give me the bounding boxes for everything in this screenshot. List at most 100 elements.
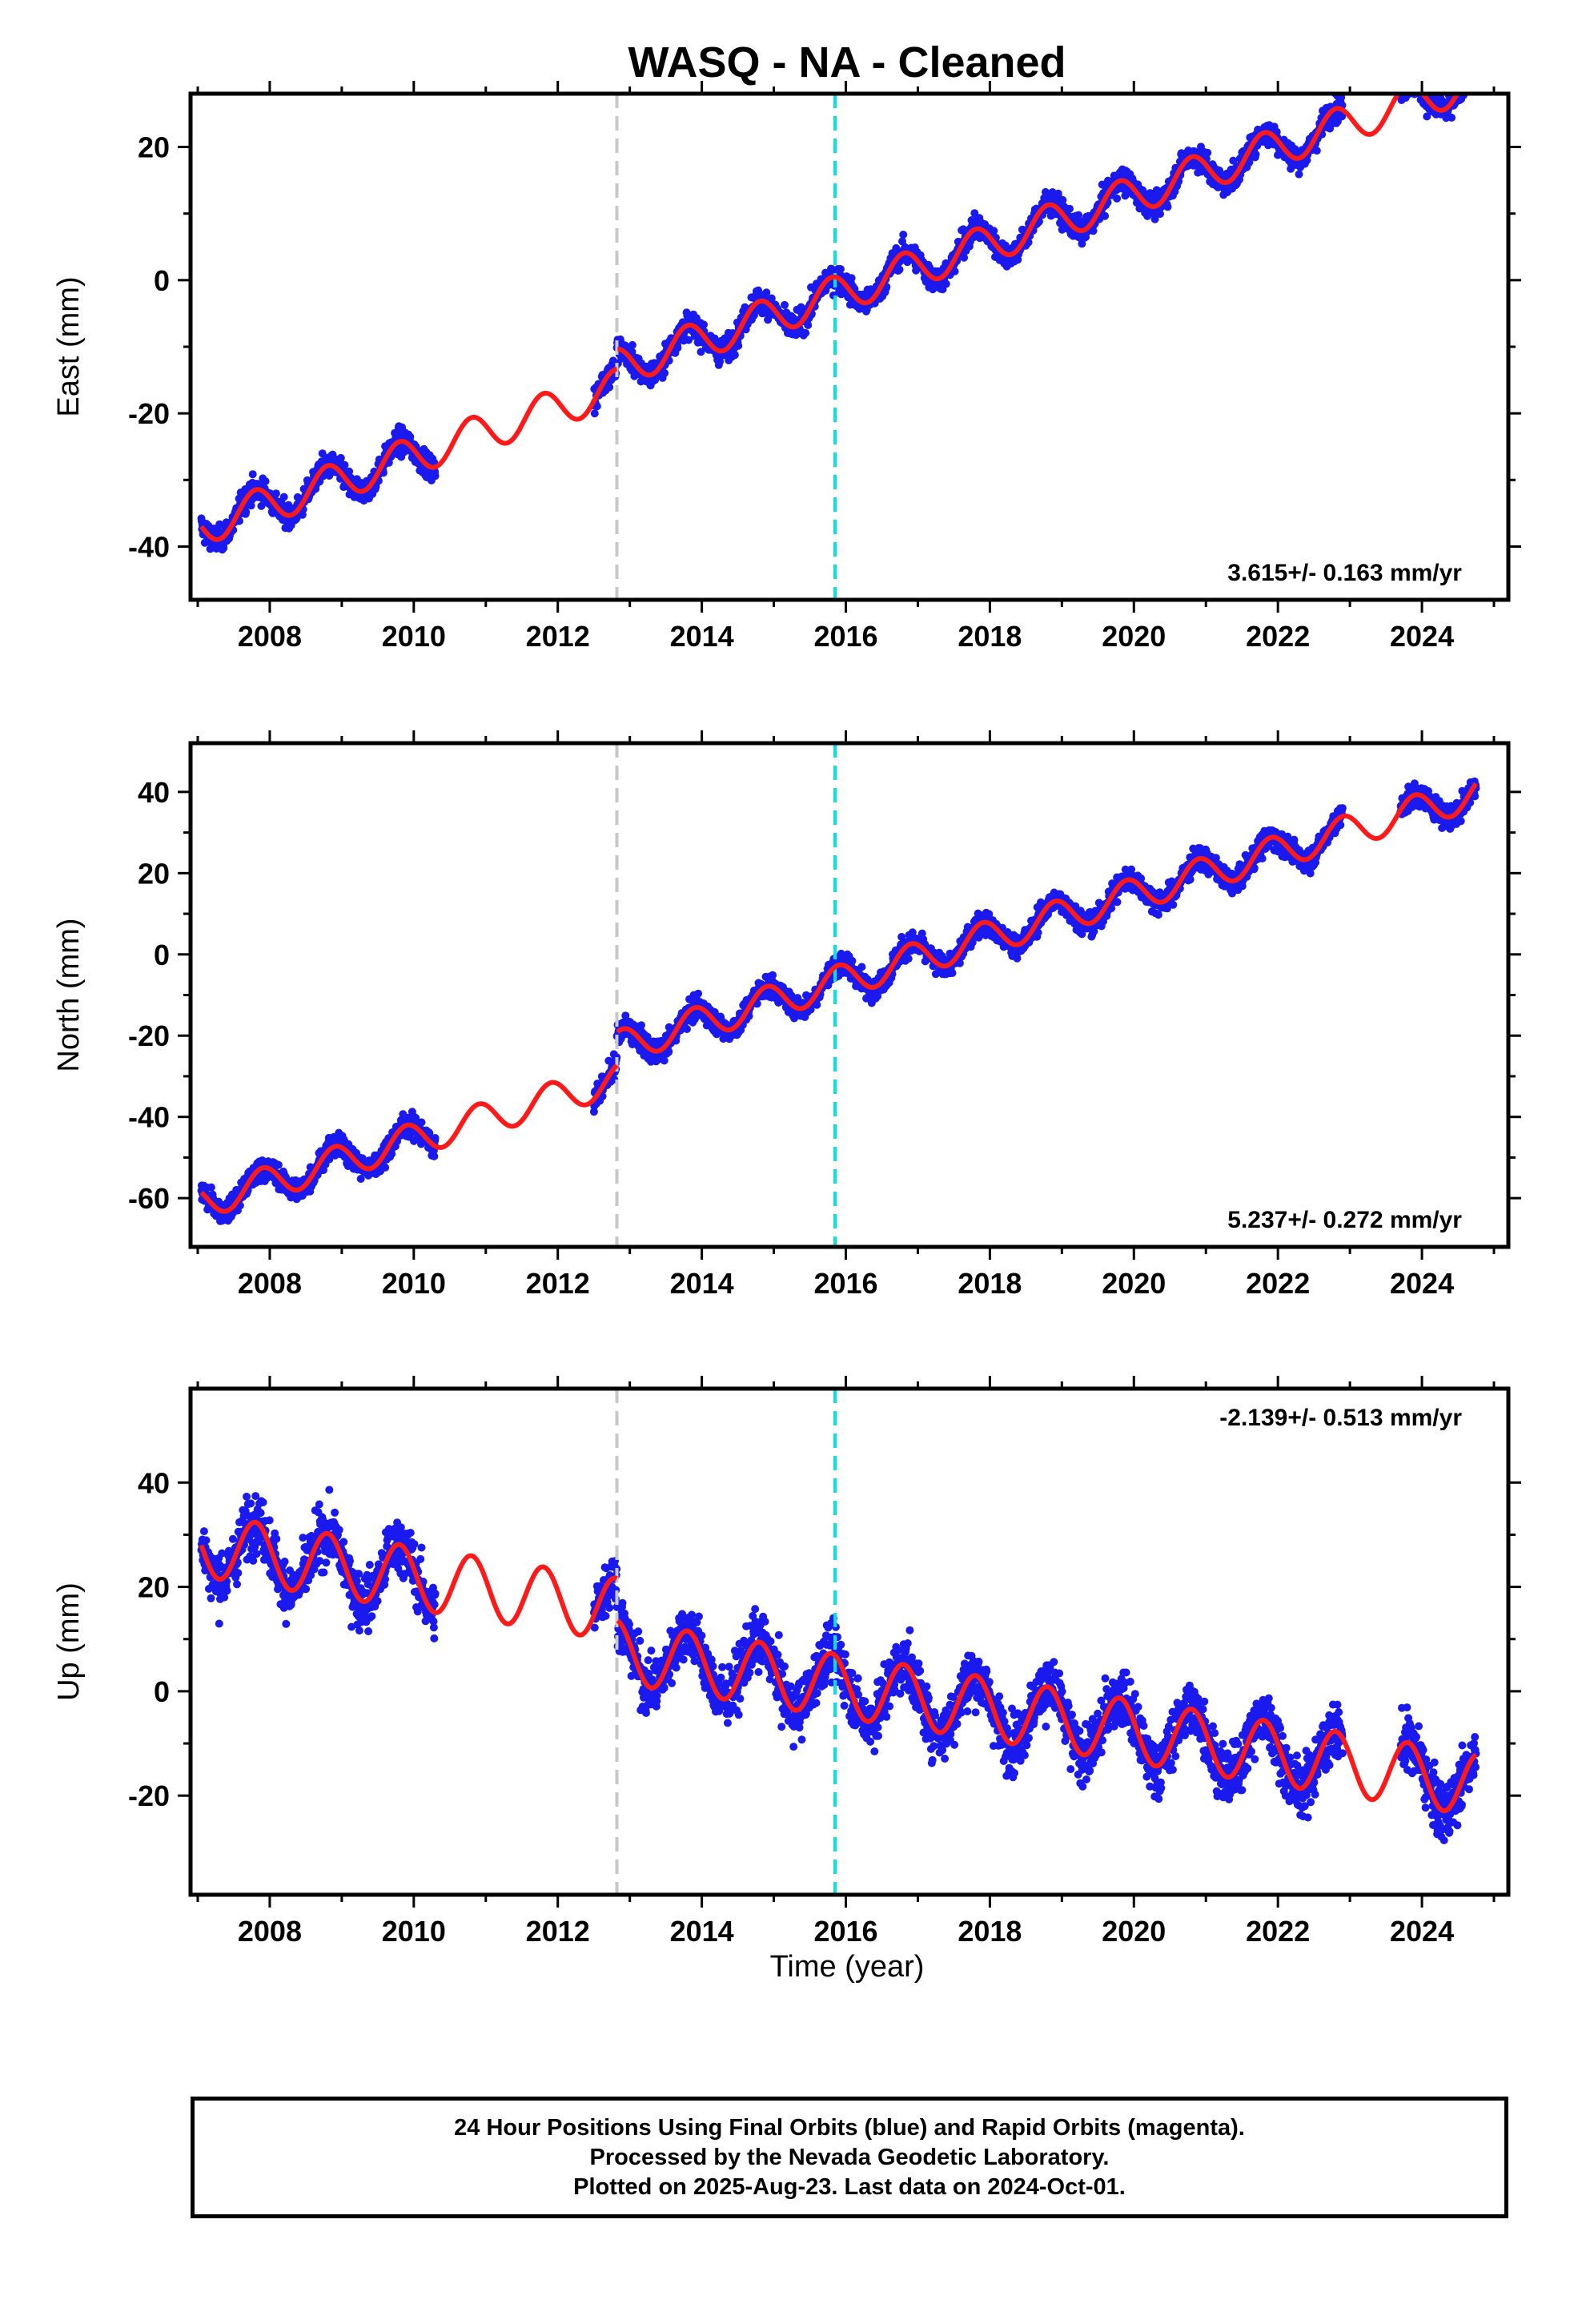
observation-point — [754, 286, 763, 295]
plot-frame-east — [188, 91, 1511, 602]
observation-point — [1466, 66, 1474, 74]
observation-point — [1472, 66, 1480, 74]
observation-point — [1465, 66, 1473, 74]
observation-point — [605, 383, 614, 392]
observation-point — [1407, 80, 1415, 88]
observation-point — [1469, 63, 1477, 71]
x-tick-label: 2018 — [958, 620, 1022, 653]
observation-point — [848, 956, 857, 965]
observation-point — [1447, 113, 1456, 122]
observation-point — [1461, 73, 1469, 81]
observation-point — [1156, 210, 1164, 219]
chart-title: WASQ - NA - Cleaned — [628, 38, 1066, 86]
observation-point — [1462, 67, 1470, 75]
panel-north: 2008 2010 2012 2014 2016 2018 2020 2022 2024-60-… — [52, 730, 1521, 1300]
observation-point — [950, 267, 959, 275]
observation-point — [1458, 82, 1466, 90]
observation-point — [248, 470, 257, 479]
observation-point — [1400, 85, 1408, 93]
observation-point — [1464, 67, 1472, 75]
observation-point — [406, 432, 415, 441]
observation-point — [1066, 204, 1074, 213]
observation-point — [274, 1160, 283, 1169]
panels: 2008 2010 2012 2014 2016 2018 2020 2022 2024-40-… — [52, 53, 1521, 1948]
observation-point — [590, 409, 599, 418]
observation-point — [431, 1134, 440, 1142]
observation-point — [1409, 78, 1417, 86]
y-tick-label: -20 — [128, 397, 170, 430]
observation-point — [219, 544, 228, 553]
observation-point — [1078, 239, 1086, 248]
observation-point — [1245, 158, 1254, 167]
observation-point — [1472, 53, 1480, 61]
x-tick-label: 2012 — [526, 620, 590, 653]
observation-point — [857, 963, 866, 971]
observation-point — [942, 279, 950, 288]
observation-point — [1463, 71, 1471, 79]
observation-point — [716, 357, 725, 366]
observation-point — [1468, 69, 1476, 77]
observation-point — [356, 1175, 365, 1183]
observation-point — [621, 1011, 630, 1020]
observation-point — [847, 274, 856, 283]
observation-point — [1407, 69, 1415, 77]
observation-point — [948, 969, 957, 977]
observation-point — [762, 288, 771, 297]
observation-point — [431, 472, 440, 480]
observation-point — [1456, 85, 1464, 93]
observation-point — [661, 368, 669, 377]
observation-point — [1042, 187, 1050, 196]
observation-point — [1410, 73, 1418, 81]
observation-point — [1163, 203, 1172, 211]
observation-point — [1455, 78, 1463, 86]
observation-point — [257, 501, 266, 510]
x-tick-label: 2008 — [238, 620, 302, 653]
observation-point — [242, 508, 251, 517]
observation-point — [1410, 85, 1418, 93]
observation-point — [1460, 82, 1468, 90]
observation-point — [1461, 74, 1469, 82]
observation-point — [685, 336, 693, 344]
observation-point — [769, 971, 777, 979]
observation-point — [804, 321, 813, 329]
x-tick-label: 2014 — [670, 620, 734, 653]
observation-point — [764, 316, 773, 324]
observation-point — [1468, 54, 1476, 62]
observation-point — [1401, 82, 1409, 90]
x-tick-label: 2010 — [382, 620, 446, 653]
observation-point — [425, 1128, 434, 1137]
observation-point — [1471, 58, 1479, 66]
observation-point — [628, 340, 636, 349]
observation-point — [1410, 78, 1418, 86]
observation-point — [1469, 56, 1477, 64]
observation-point — [1409, 80, 1417, 88]
observation-point — [247, 501, 255, 510]
panel-east: 2008 2010 2012 2014 2016 2018 2020 2022 2024-40-… — [52, 53, 1521, 653]
plot-area-north — [197, 743, 1480, 1247]
observation-point — [1413, 82, 1421, 90]
model-curve-east — [199, 94, 1460, 542]
observation-point — [1406, 84, 1414, 92]
observation-point — [1460, 85, 1468, 93]
observation-point — [1150, 215, 1159, 223]
observation-point — [381, 1163, 390, 1172]
observation-point — [1408, 80, 1416, 88]
y-tick-label: 20 — [138, 131, 170, 164]
observation-point — [1089, 227, 1098, 235]
observation-point — [1467, 74, 1475, 82]
observation-point — [417, 1118, 426, 1127]
observation-point — [340, 460, 349, 469]
observation-point — [990, 227, 998, 235]
observation-point — [1468, 60, 1476, 68]
observation-point — [279, 493, 288, 501]
observation-point — [1405, 78, 1413, 86]
observation-point — [694, 989, 703, 998]
observation-point — [1408, 74, 1416, 82]
observation-point — [1396, 77, 1404, 85]
observation-point — [1465, 73, 1473, 81]
observation-point — [336, 453, 345, 462]
observation-point — [271, 489, 280, 498]
observation-point — [1407, 75, 1415, 83]
observation-point — [673, 344, 682, 352]
